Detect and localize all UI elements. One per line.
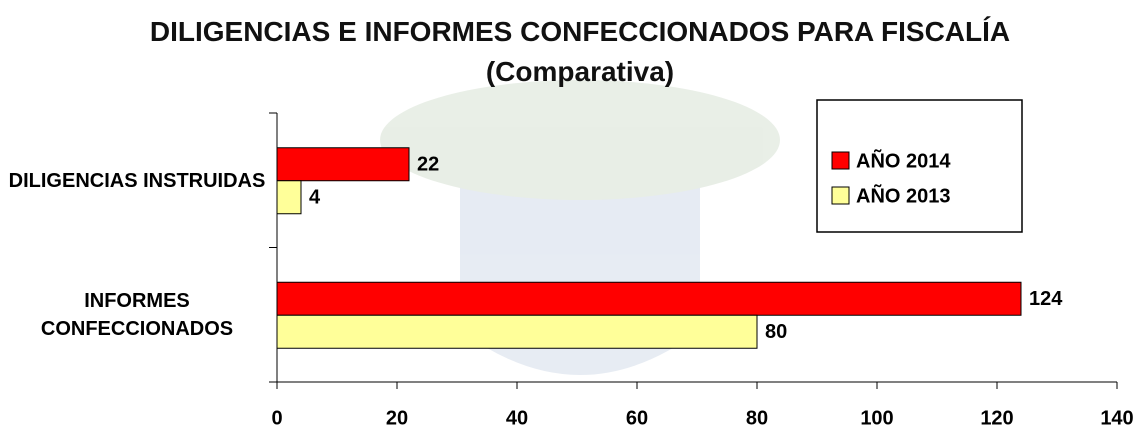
legend-label: AÑO 2013 xyxy=(856,184,951,207)
data-label: 4 xyxy=(309,187,321,209)
legend-box xyxy=(816,99,1023,233)
x-tick-label: 0 xyxy=(271,407,282,428)
bar xyxy=(276,180,302,215)
x-tick-label: 20 xyxy=(386,407,408,428)
x-tick-label: 40 xyxy=(506,407,528,428)
x-tick-label: 100 xyxy=(860,407,893,428)
bar xyxy=(276,281,1022,316)
x-tick-label: 140 xyxy=(1100,407,1133,428)
legend-swatch xyxy=(831,151,850,170)
chart-title: DILIGENCIAS E INFORMES CONFECCIONADOS PA… xyxy=(149,16,1011,87)
x-tick-label: 60 xyxy=(626,407,648,428)
bar xyxy=(276,314,758,349)
data-label: 22 xyxy=(417,154,439,176)
x-tick-label: 120 xyxy=(980,407,1013,428)
category-label: INFORMES CONFECCIONADOS xyxy=(40,290,234,341)
emblem-leaves xyxy=(380,80,780,200)
data-label: 80 xyxy=(765,321,787,343)
category-label: DILIGENCIAS INSTRUIDAS xyxy=(8,169,266,192)
legend-label: AÑO 2014 xyxy=(856,149,951,172)
x-tick-label: 80 xyxy=(746,407,768,428)
bar xyxy=(276,147,410,182)
data-label: 124 xyxy=(1029,288,1063,310)
legend-swatch xyxy=(831,186,850,205)
